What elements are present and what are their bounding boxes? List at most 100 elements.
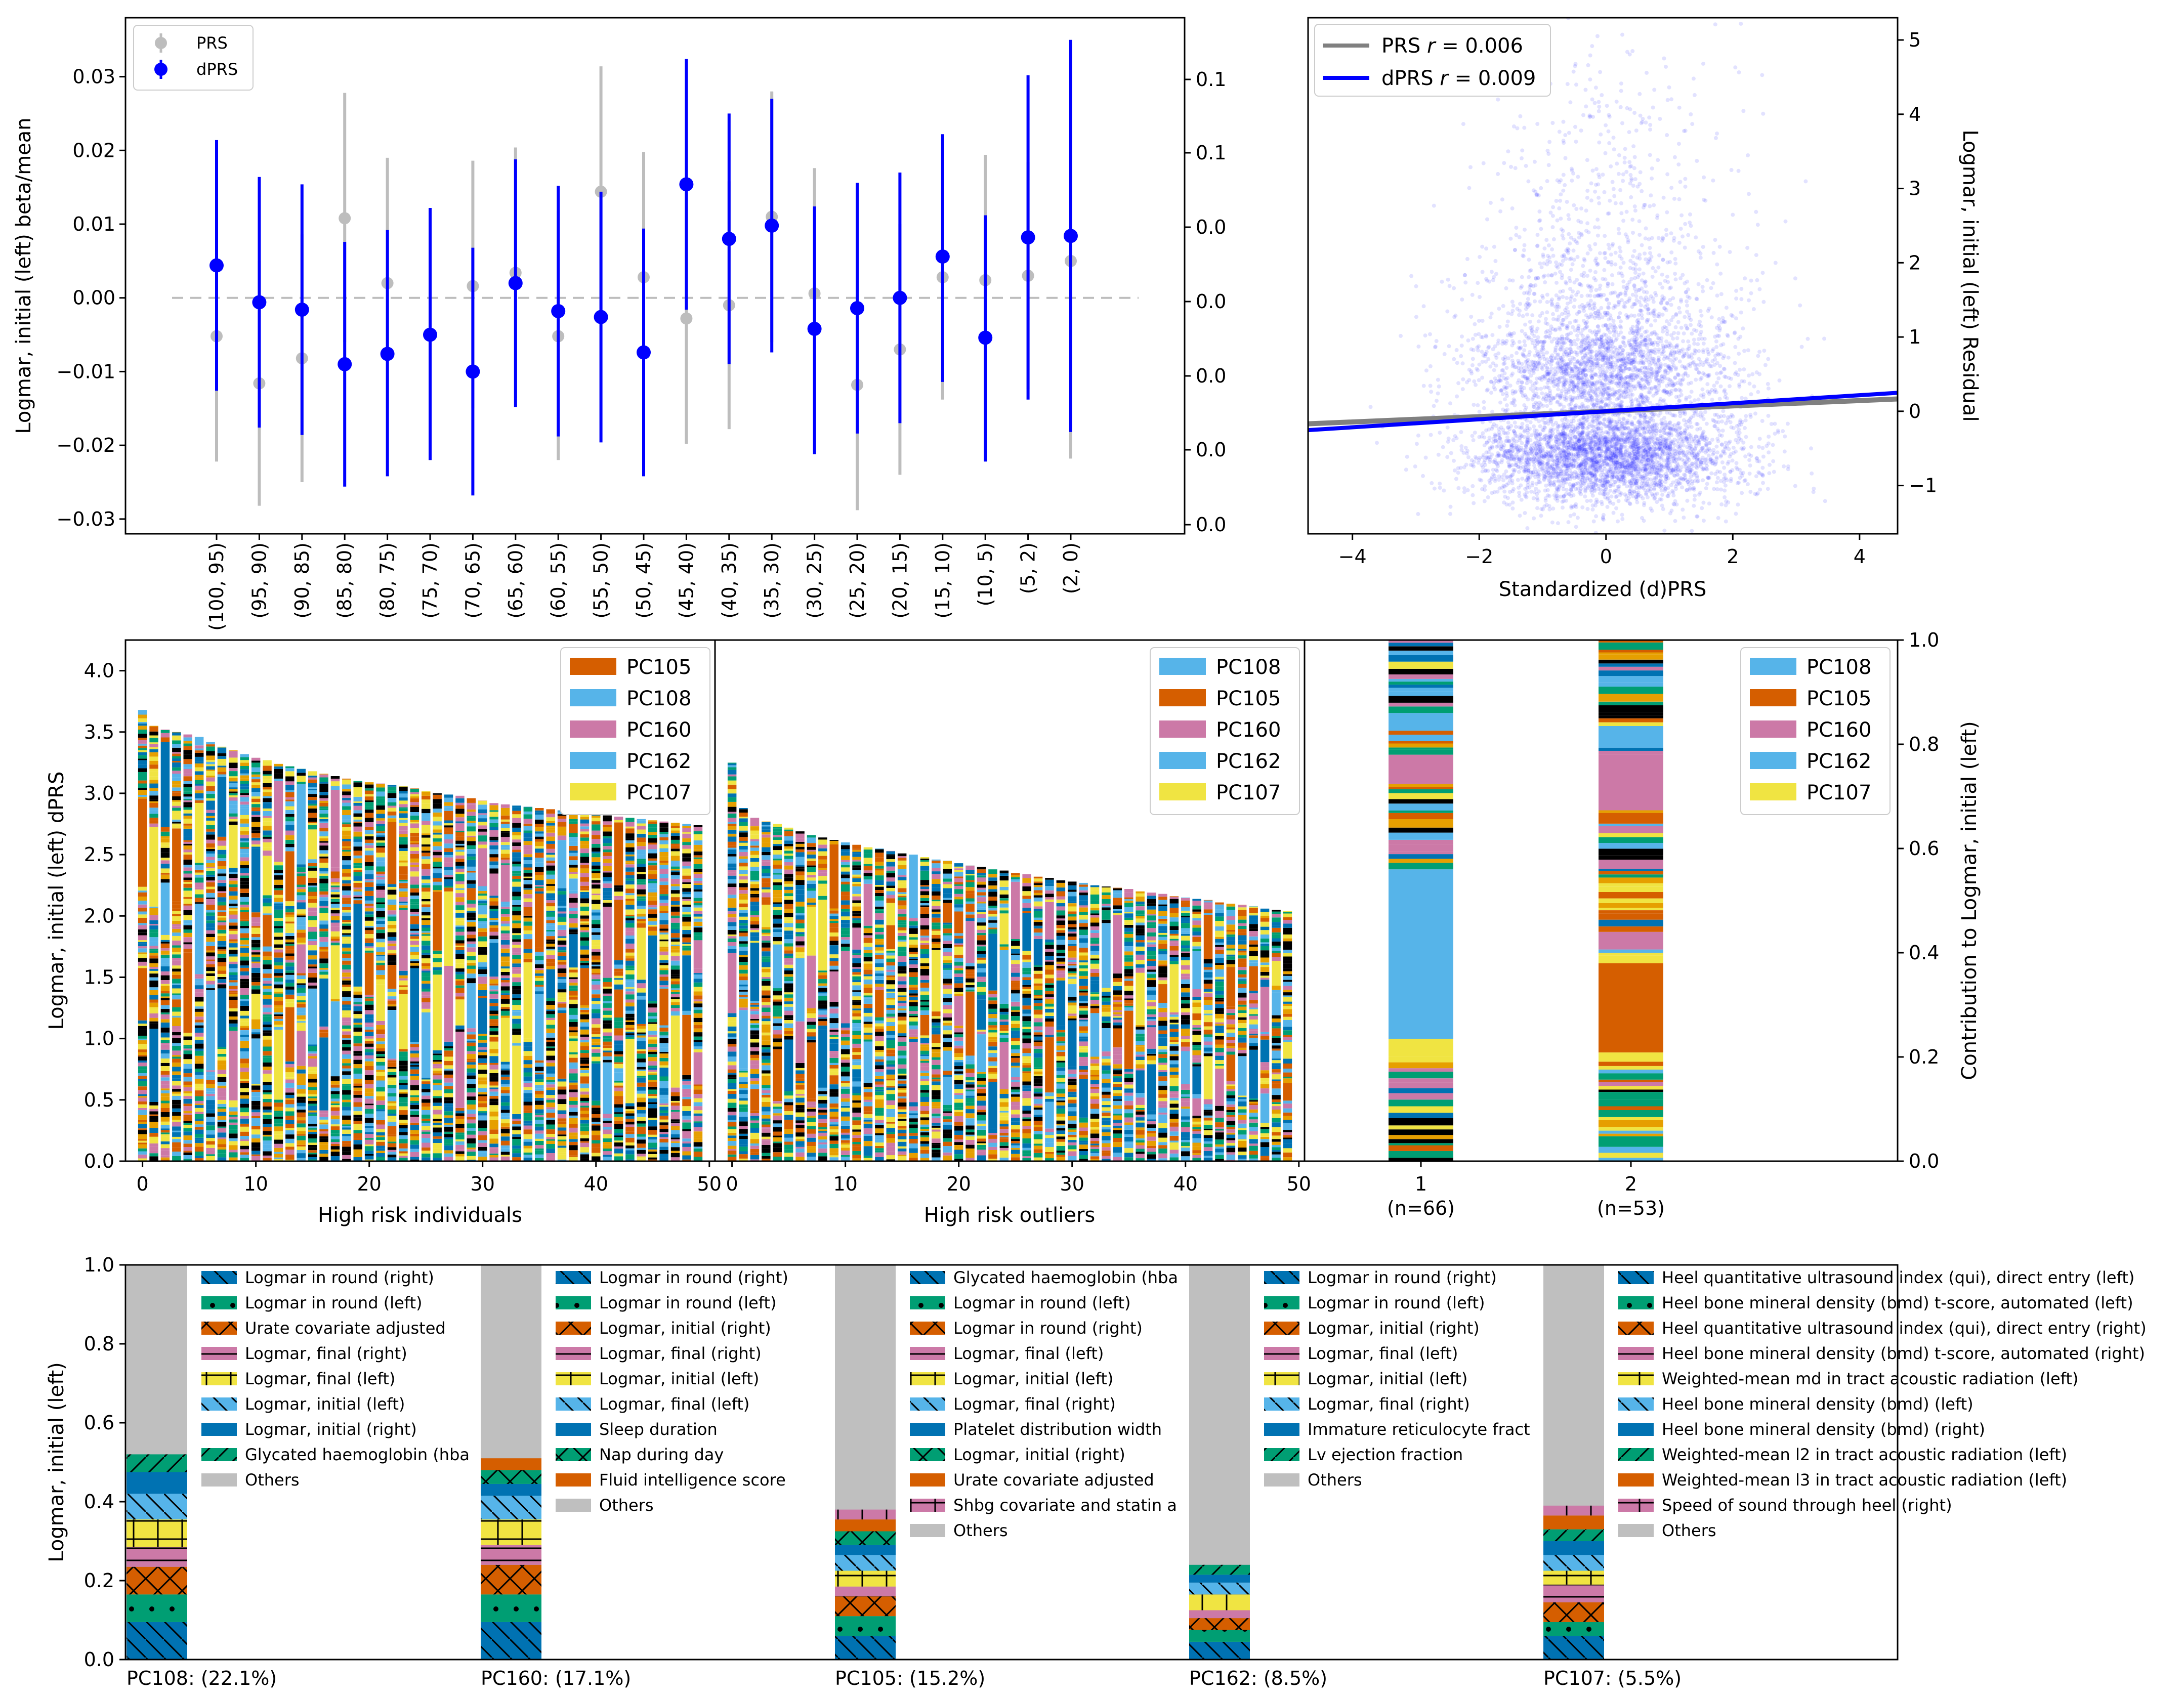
scatter-point xyxy=(1568,482,1572,486)
scatter-point xyxy=(1668,445,1672,449)
scatter-point xyxy=(1768,462,1772,467)
scatter-point xyxy=(1523,465,1528,470)
scatter-point xyxy=(1635,398,1640,402)
scatter-point xyxy=(1542,385,1547,390)
scatter-point xyxy=(1613,488,1617,493)
x-tick-label: (20, 15) xyxy=(889,542,911,619)
scatter-point xyxy=(1583,494,1587,499)
scatter-point xyxy=(1705,482,1709,486)
scatter-point xyxy=(1588,488,1593,493)
scatter-point xyxy=(1641,479,1645,483)
scatter-point xyxy=(1585,415,1589,419)
scatter-point xyxy=(1714,339,1718,344)
scatter-point xyxy=(1635,449,1640,454)
scatter-point xyxy=(1488,481,1492,485)
scatter-point xyxy=(1719,343,1724,348)
scatter-point xyxy=(1743,478,1748,483)
scatter-point xyxy=(1445,455,1450,459)
right-tick-label: 0.0 xyxy=(1196,216,1226,238)
scatter-point xyxy=(1593,435,1598,439)
scatter-point xyxy=(1642,343,1647,348)
scatter-point xyxy=(1490,409,1494,414)
scatter-point xyxy=(1766,381,1770,386)
scatter-point xyxy=(1536,395,1541,399)
scatter-point xyxy=(1404,468,1408,472)
scatter-point xyxy=(1550,520,1555,525)
scatter-point xyxy=(1711,458,1715,463)
scatter-point xyxy=(1460,361,1465,366)
scatter-point xyxy=(1488,364,1493,369)
scatter-point xyxy=(1643,419,1648,424)
scatter-point xyxy=(1715,437,1720,441)
x-tick-label: (25, 20) xyxy=(846,542,868,619)
scatter-point xyxy=(1452,458,1456,463)
scatter-point xyxy=(1624,356,1628,361)
scatter-point xyxy=(1519,432,1523,437)
scatter-point xyxy=(1630,445,1635,450)
scatter-point xyxy=(1528,420,1533,424)
scatter-point xyxy=(1735,467,1740,472)
scatter-point xyxy=(1513,420,1517,425)
scatter-point xyxy=(1619,445,1624,449)
scatter-point xyxy=(1683,473,1688,478)
scatter-point xyxy=(1690,529,1694,533)
scatter-point xyxy=(1537,362,1541,367)
scatter-point xyxy=(1783,434,1787,439)
scatter-point xyxy=(1600,431,1605,435)
scatter-point xyxy=(1507,453,1512,458)
scatter-point xyxy=(1709,471,1714,476)
dprs-point xyxy=(594,310,608,324)
scatter-point xyxy=(1442,352,1447,356)
scatter-point xyxy=(1659,483,1664,487)
scatter-point xyxy=(1599,447,1604,451)
scatter-point xyxy=(1649,447,1654,452)
x-tick-label: (10, 5) xyxy=(974,542,996,606)
scatter-point xyxy=(1484,468,1488,473)
scatter-point xyxy=(1570,474,1574,478)
scatter-point xyxy=(1600,449,1604,453)
scatter-point xyxy=(1491,468,1495,472)
scatter-point xyxy=(1629,471,1633,475)
scatter-point xyxy=(1582,441,1587,446)
scatter-point xyxy=(1527,350,1532,354)
scatter-point xyxy=(1586,404,1590,409)
dprs-point xyxy=(722,232,736,246)
scatter-point xyxy=(1663,423,1667,428)
scatter-point xyxy=(1442,488,1446,493)
scatter-point xyxy=(1667,421,1672,426)
x-tick-label: (70, 65) xyxy=(461,542,484,619)
scatter-point xyxy=(1505,496,1510,500)
scatter-point xyxy=(1505,426,1510,430)
scatter-point xyxy=(1615,494,1619,498)
scatter-point xyxy=(1578,484,1583,488)
scatter-point xyxy=(1592,460,1597,465)
scatter-point xyxy=(1718,384,1723,389)
scatter-point xyxy=(1665,445,1669,450)
scatter-point xyxy=(1591,519,1596,524)
scatter-point xyxy=(1703,410,1707,414)
scatter-point xyxy=(1762,349,1767,353)
scatter-point xyxy=(1482,406,1486,410)
scatter-point xyxy=(1707,501,1711,506)
scatter-point xyxy=(1714,480,1719,485)
scatter-point xyxy=(1676,457,1681,461)
scatter-point xyxy=(1695,439,1700,444)
scatter-point xyxy=(1611,511,1616,515)
scatter-point xyxy=(1368,405,1373,409)
scatter-point xyxy=(1416,344,1421,349)
scatter-point xyxy=(1416,512,1420,516)
scatter-point xyxy=(1519,369,1523,374)
scatter-point xyxy=(1639,412,1643,416)
scatter-point xyxy=(1456,466,1460,471)
scatter-point xyxy=(1648,427,1653,432)
scatter-point xyxy=(1541,404,1545,408)
scatter-point xyxy=(1503,439,1508,443)
scatter-point xyxy=(1589,455,1593,459)
scatter-point xyxy=(1541,466,1545,471)
scatter-point xyxy=(1640,333,1644,337)
scatter-point xyxy=(1441,445,1445,449)
scatter-point xyxy=(1550,422,1555,427)
scatter-point xyxy=(1649,487,1653,491)
scatter-point xyxy=(1578,437,1582,442)
scatter-point xyxy=(1685,459,1690,464)
